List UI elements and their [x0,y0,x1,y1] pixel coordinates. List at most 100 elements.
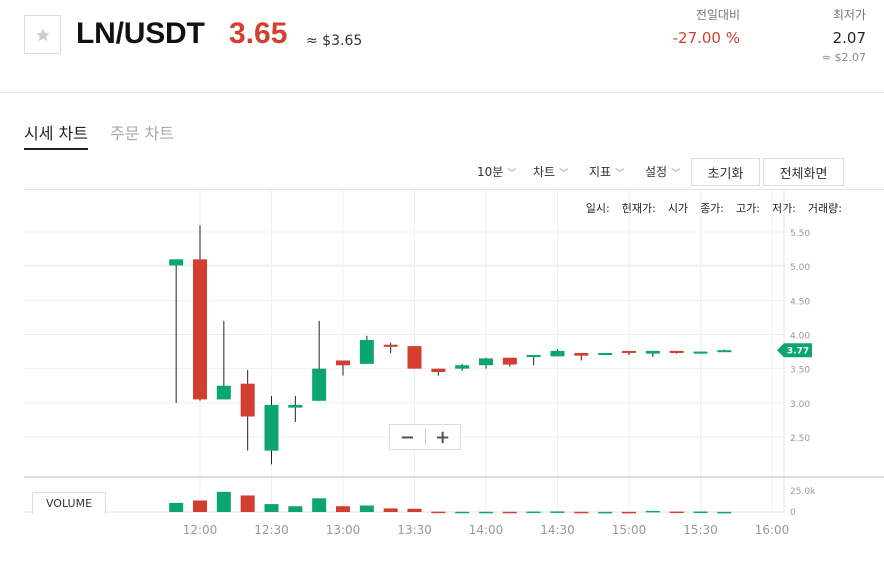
candle-body [240,383,255,417]
indicator-select[interactable]: 지표 ﹀ [589,163,624,180]
zoom-out-button[interactable]: − [399,426,415,448]
tab-order-chart[interactable]: 주문 차트 [109,124,174,143]
volume-bar [169,503,184,512]
zoom-control: − + [389,424,461,450]
pair-name: LN/USDT [76,17,205,50]
candle-body [264,404,279,451]
tab-price-chart[interactable]: 시세 차트 [24,120,88,150]
reset-button[interactable]: 초기화 [691,158,760,186]
candle-body [717,350,732,353]
star-icon [35,27,50,41]
volume-bar [383,508,398,512]
candle-body [645,350,660,354]
legend-high: 고가: [736,202,760,215]
y-tick-label: 5.50 [790,229,810,239]
candle-body [336,360,350,366]
volume-bar [550,511,565,513]
low-price-usd: ≈ $2.07 [821,51,866,64]
candle-body [216,385,231,400]
volume-tick-label: 25.0k [790,487,816,497]
candle-body [693,351,708,354]
volume-bar [479,511,493,514]
volume-bar [598,511,613,514]
interval-select[interactable]: 10분 ﹀ [477,163,516,180]
legend-current: 현재가: [621,202,656,215]
legend-time: 일시: [585,202,610,215]
settings-label: 설정 [645,165,668,179]
x-tick-label: 12:00 [183,523,218,537]
x-tick-label: 13:00 [326,523,361,537]
ohlc-legend: 일시: 현재가: 시가 종가: 고가: 저가: 거래량: [586,200,842,216]
volume-bar [693,511,708,513]
candle-body [550,350,565,357]
volume-bar [336,506,350,512]
low-price: 최저가 2.07 ≈ $2.07 [800,6,866,64]
chevron-down-icon: ﹀ [507,169,517,179]
candle-body [598,352,613,355]
volume-bar [717,511,732,514]
settings-select[interactable]: 설정 ﹀ [645,163,680,180]
y-tick-label: 4.50 [790,297,810,307]
indicator-label: 지표 [589,165,612,179]
candle-body [526,355,541,358]
volume-bar [526,511,541,514]
low-price-value: 2.07 [832,29,866,47]
volume-bar [431,511,446,514]
candle-body [431,368,446,373]
interval-label: 10분 [477,165,504,179]
legend-close: 종가: [700,202,725,215]
x-tick-label: 15:30 [683,523,718,537]
current-price: 3.65 [229,17,288,50]
volume-bar [240,495,255,512]
y-tick-label: 3.00 [790,400,810,410]
candle-body [622,350,636,353]
chart-type-label: 차트 [533,165,556,179]
last-price-tag [777,343,812,358]
candle-body [455,365,470,369]
market-header: LN/USDT 3.65 ≈ $3.65 전일대비 -27.00 % 최저가 2… [0,0,884,93]
volume-bar [216,491,231,512]
chart-toolbar: 10분 ﹀ 차트 ﹀ 지표 ﹀ 설정 ﹀ 초기화 전체화면 [0,158,884,188]
x-tick-label: 15:00 [612,523,647,537]
last-price-label: 3.77 [787,347,809,357]
favorite-button[interactable] [24,15,61,54]
low-price-label: 최저가 [832,8,866,22]
legend-volume: 거래량: [807,202,842,215]
y-tick-label: 4.00 [790,332,810,342]
chevron-down-icon: ﹀ [559,169,569,179]
fullscreen-button[interactable]: 전체화면 [763,158,844,186]
volume-bar [407,508,422,512]
candle-body [193,259,207,400]
legend-open: 시가 [667,202,689,215]
candle-body [407,346,422,369]
candle-body [502,357,517,365]
zoom-in-button[interactable]: + [435,426,451,448]
zoom-divider [424,429,426,445]
chart-tabs: 시세 차트 주문 차트 [24,120,174,150]
x-tick-label: 16:00 [755,523,790,537]
chart-type-select[interactable]: 차트 ﹀ [533,163,568,180]
candlestick-chart[interactable]: 5.50 5.00 4.50 4.00 3.50 3.00 2.50 25.0k 0 12:00 1… [0,190,884,569]
daily-change-value: -27.00 % [672,29,740,47]
volume-bar [622,511,636,514]
y-tick-label: 3.50 [790,366,810,376]
volume-bar [455,511,470,514]
volume-bar [669,511,684,514]
volume-tick-label: 0 [790,508,796,518]
chart-top-border [24,189,884,190]
volume-bar [288,506,303,512]
price-usd: ≈ $3.65 [306,33,363,49]
daily-change: 전일대비 -27.00 % [660,6,740,47]
x-tick-label: 14:00 [469,523,504,537]
candle-body [479,358,493,366]
candle-body [669,350,684,353]
volume-bar [502,511,517,514]
volume-label: VOLUME [32,492,106,514]
volume-bar [264,504,279,512]
volume-bar [359,505,374,512]
x-tick-label: 13:30 [397,523,432,537]
y-tick-label: 2.50 [790,434,810,444]
candle-body [312,368,327,401]
candle-body [383,344,398,347]
volume-bar [574,511,589,514]
